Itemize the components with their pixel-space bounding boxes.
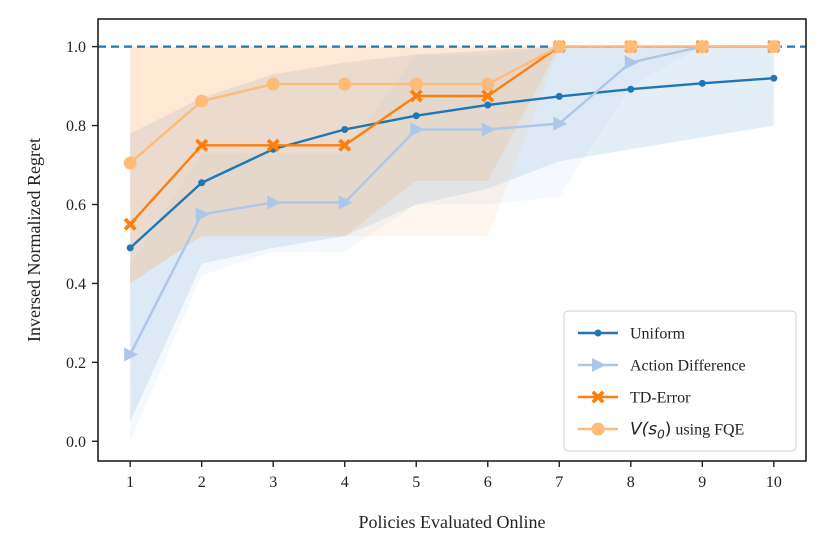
series-lines: [129, 45, 774, 355]
point-series-2-x3: [267, 195, 282, 210]
y-axis-ticks: 0.0 0.2 0.4 0.6 0.8 1.0: [66, 39, 98, 451]
y-tick-label: 0.0: [66, 434, 86, 451]
legend-marker: [591, 422, 605, 436]
point-series-1-x9: [698, 79, 706, 87]
legend-suffix: using FQE: [671, 422, 744, 439]
x-tick-label: 10: [766, 474, 782, 491]
y-tick-label: 0.4: [66, 276, 86, 293]
point-series-4-x2: [195, 94, 209, 108]
legend-marker: [592, 358, 606, 372]
legend-math-sub: 0: [657, 428, 665, 442]
y-tick-label: 0.2: [66, 355, 86, 372]
line-series-4: [129, 45, 774, 164]
legend-marker: [591, 390, 605, 404]
point-series-1-x6: [484, 101, 492, 109]
point-series-4-x7: [552, 40, 566, 54]
x-axis-ticks: 1 2 3 4 5 6 7 8 9 10: [126, 461, 782, 491]
point-series-4-x3: [266, 77, 280, 91]
point-series-1-x2: [198, 179, 206, 187]
x-axis-label: Policies Evaluated Online: [359, 512, 546, 532]
point-series-1-x1: [126, 244, 134, 252]
legend: Uniform Action Difference TD-Error V(s0) us…: [563, 310, 797, 452]
x-tick-label: 3: [269, 474, 277, 491]
point-series-1-x4: [341, 126, 349, 133]
x-tick-label: 8: [627, 474, 635, 491]
point-series-4-x4: [338, 77, 352, 91]
plot-frame: [97, 18, 807, 462]
point-series-3-x5: [409, 89, 423, 103]
y-axis-label: Inversed Normalized Regret: [24, 138, 44, 342]
legend-label: Uniform: [630, 326, 686, 343]
point-series-2-x6: [481, 122, 496, 137]
legend-label: V(s0) using FQE: [630, 420, 744, 442]
point-series-3-x2: [195, 138, 209, 152]
y-tick-label: 0.8: [66, 118, 86, 135]
point-series-2-x2: [195, 207, 210, 222]
legend-math-close: ): [665, 420, 672, 440]
legend-box: [563, 310, 797, 452]
point-series-3-x4: [338, 138, 352, 152]
x-tick-label: 5: [412, 474, 420, 491]
point-series-4-x1: [123, 156, 137, 170]
legend-label: Action Difference: [630, 358, 746, 375]
x-tick-label: 2: [198, 474, 206, 491]
band-series-4: [130, 46, 774, 284]
band-series-2: [130, 46, 774, 442]
confidence-bands: [130, 46, 774, 442]
point-series-1-x7: [555, 92, 563, 100]
x-tick-label: 9: [698, 474, 706, 491]
point-series-2-x1: [124, 347, 139, 362]
y-tick-label: 0.6: [66, 197, 86, 214]
x-tick-label: 4: [341, 474, 349, 491]
point-series-4-x6: [481, 77, 495, 91]
x-tick-label: 6: [484, 474, 492, 491]
point-series-2-x8: [624, 55, 639, 70]
point-series-3-x6: [481, 89, 495, 103]
point-series-4-x8: [624, 40, 638, 54]
band-series-1: [130, 46, 774, 422]
x-tick-label: 1: [126, 474, 134, 491]
point-series-2-x7: [553, 116, 568, 131]
y-tick-label: 1.0: [66, 39, 86, 56]
point-series-3-x3: [266, 138, 280, 152]
line-series-2: [129, 45, 774, 355]
legend-label: TD-Error: [630, 390, 691, 407]
point-series-1-x10: [770, 74, 778, 82]
band-series-3: [130, 46, 774, 284]
point-series-1-x8: [627, 85, 635, 93]
point-series-3-x1: [123, 217, 137, 231]
point-series-2-x4: [338, 195, 353, 210]
point-series-4-x5: [409, 77, 423, 91]
point-series-2-x5: [410, 122, 425, 137]
legend-math: V(s: [630, 420, 657, 440]
x-tick-label: 7: [555, 474, 563, 491]
point-series-4-x9: [695, 40, 709, 54]
series-markers: [123, 39, 782, 362]
legend-marker: [594, 329, 602, 337]
point-series-1-x5: [412, 112, 420, 120]
point-series-4-x10: [767, 40, 781, 54]
line-series-1: [129, 77, 774, 249]
